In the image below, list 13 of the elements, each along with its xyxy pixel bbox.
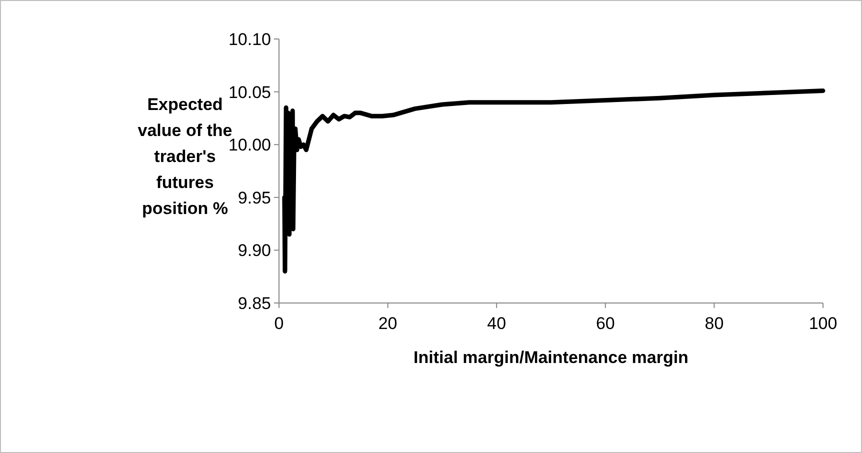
y-tick-label: 10.10 (228, 30, 271, 49)
x-tick-label: 80 (704, 314, 724, 333)
line-series (282, 88, 826, 274)
x-axis-title: Initial margin/Maintenance margin (414, 348, 688, 367)
x-tick-label: 40 (487, 314, 506, 333)
y-tick-label: 9.90 (238, 241, 271, 260)
y-tick-label: 10.05 (228, 82, 271, 102)
x-tick-label: 20 (378, 314, 398, 333)
x-tick-label: 100 (808, 314, 838, 333)
y-tick-label: 9.85 (238, 294, 271, 313)
x-tick-label: 0 (274, 314, 284, 333)
y-tick-label: 9.95 (238, 188, 271, 208)
x-tick-label: 60 (596, 314, 615, 333)
